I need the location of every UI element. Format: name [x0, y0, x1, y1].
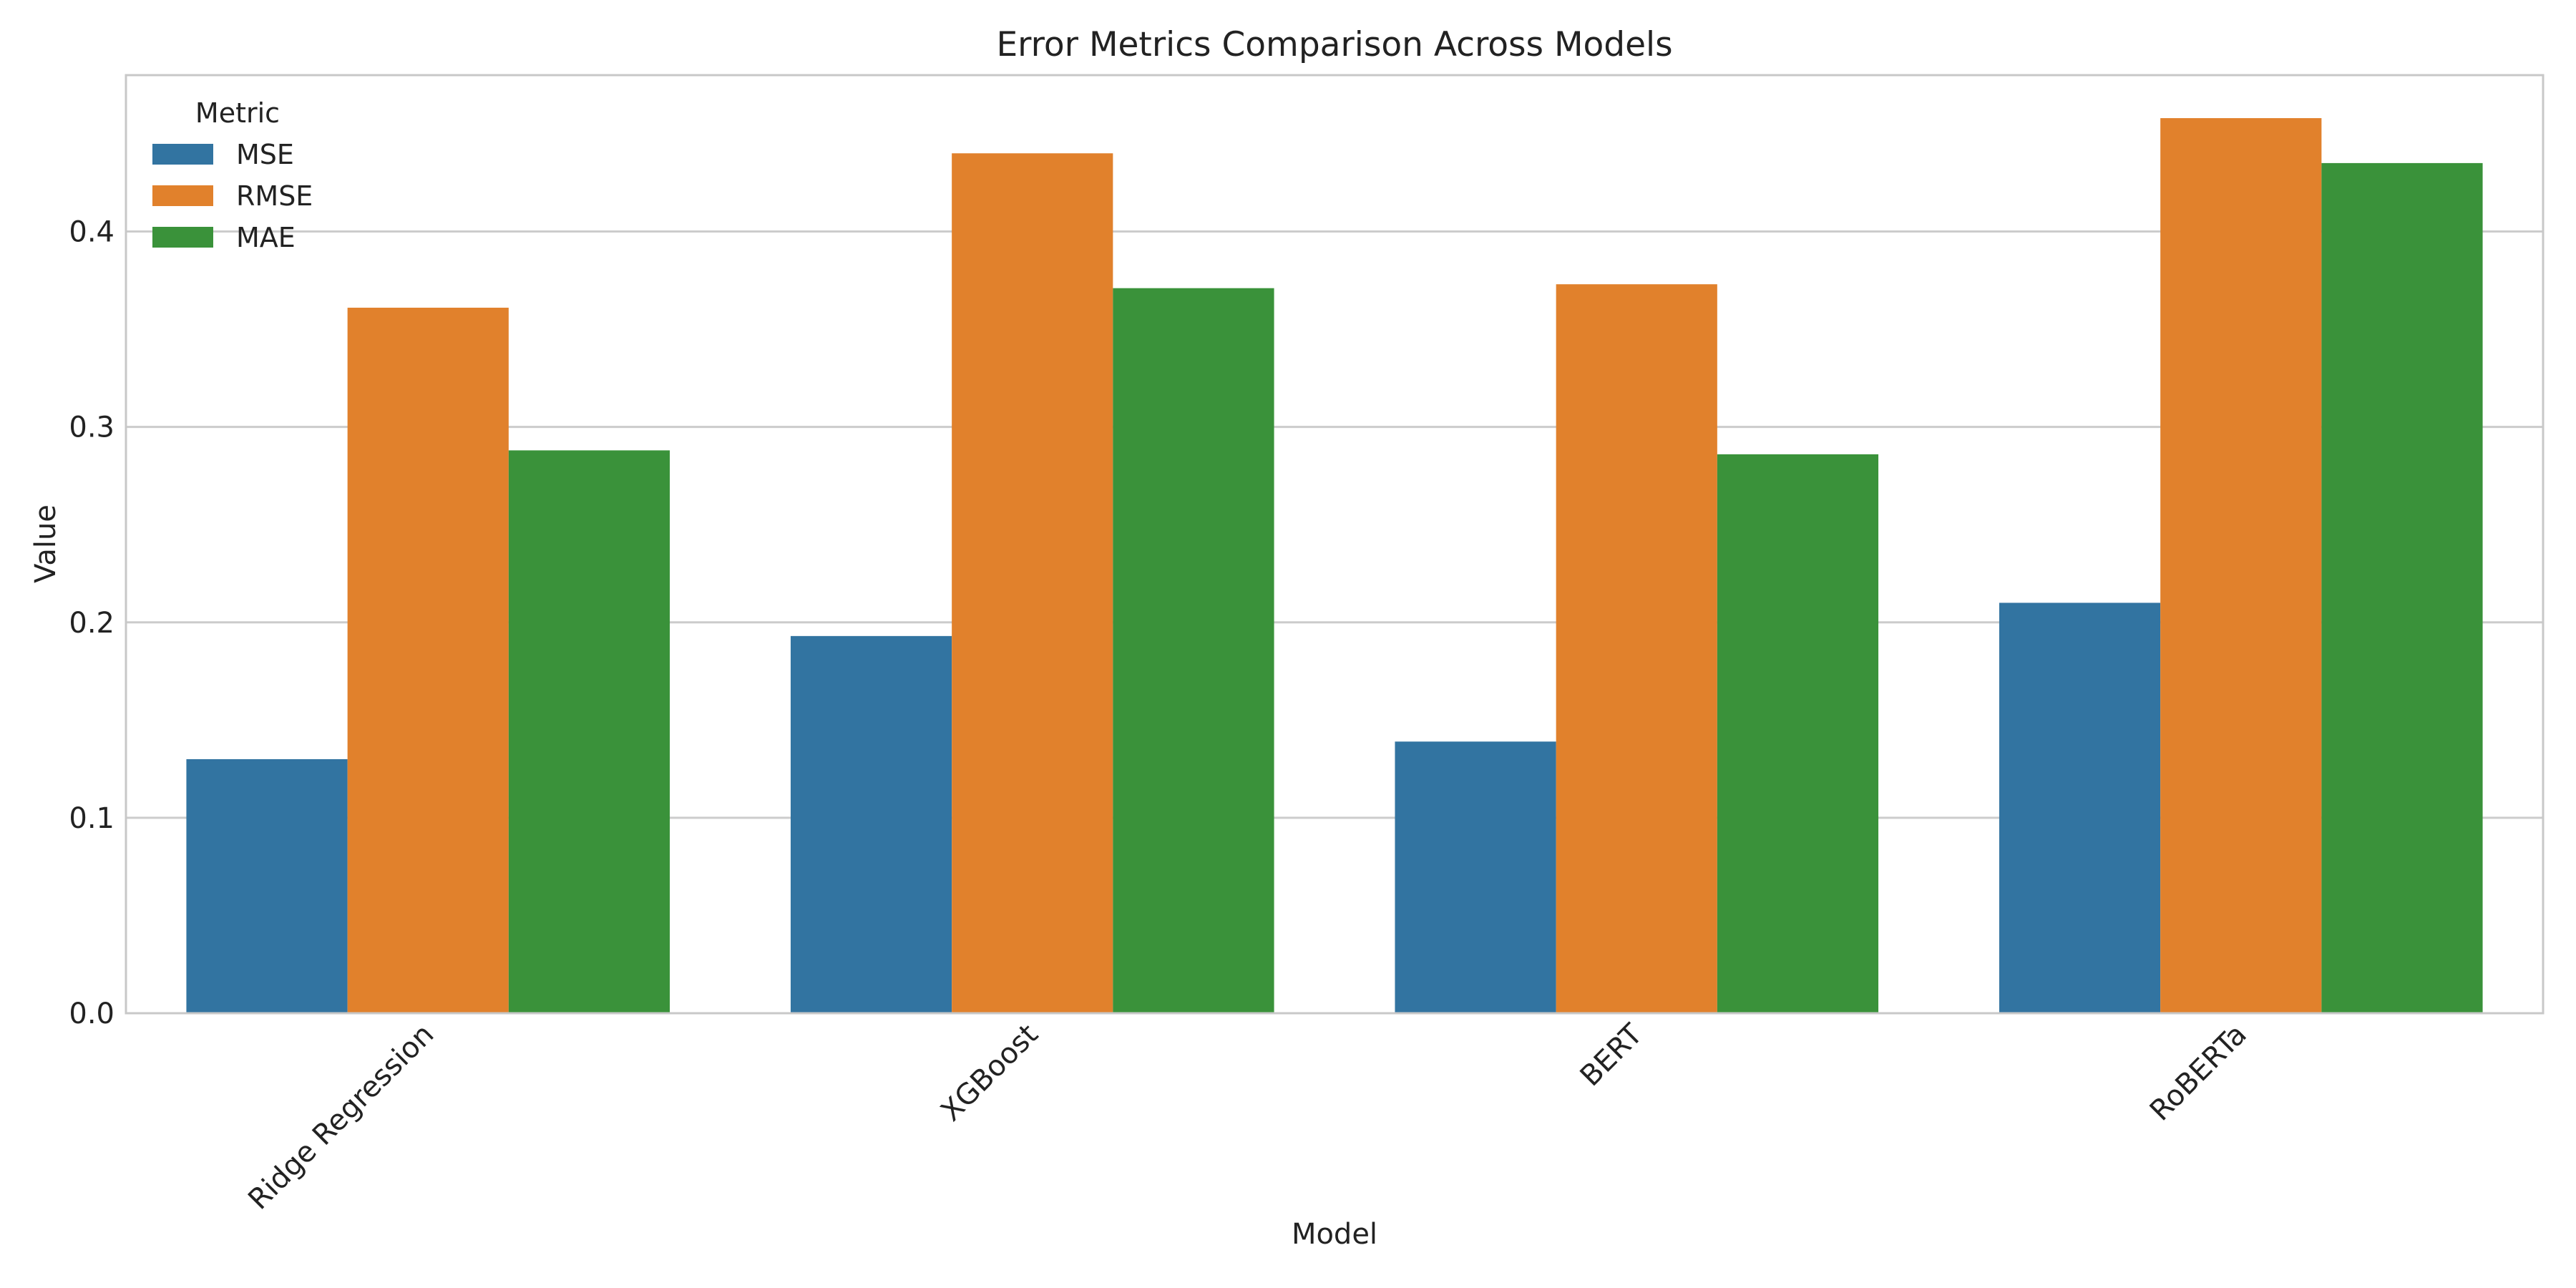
legend-label-mae: MAE — [236, 222, 296, 253]
legend-swatch-mse — [152, 144, 213, 165]
legend-swatch-rmse — [152, 185, 213, 206]
x-axis-label: Model — [1292, 1218, 1377, 1251]
x-tick-label: BERT — [1574, 1018, 1649, 1093]
bar-mae-roberta — [2321, 162, 2483, 1013]
y-axis-label: Value — [29, 504, 62, 583]
legend-swatch-mae — [152, 227, 213, 248]
bar-rmse-xgboost — [952, 153, 1113, 1013]
legend-items: MSE RMSE MAE — [152, 139, 313, 253]
bar-mae-ridge-regression — [508, 450, 670, 1013]
bars — [186, 118, 2483, 1013]
y-tick-labels: 0.0 0.1 0.2 0.3 0.4 — [69, 216, 114, 1031]
bar-rmse-bert — [1556, 284, 1717, 1013]
bar-rmse-roberta — [2160, 118, 2322, 1013]
bar-mse-xgboost — [790, 635, 952, 1013]
x-tick-labels: Ridge Regression XGBoost BERT RoBERTa — [242, 1018, 2253, 1216]
legend-title: Metric — [195, 97, 280, 129]
chart-title: Error Metrics Comparison Across Models — [996, 25, 1672, 64]
x-tick-label: XGBoost — [935, 1018, 1045, 1128]
legend: Metric MSE RMSE MAE — [152, 97, 313, 253]
y-tick-label: 0.4 — [69, 216, 114, 249]
y-tick-label: 0.0 — [69, 997, 114, 1030]
x-tick-label: Ridge Regression — [242, 1018, 440, 1216]
plot-frame — [125, 74, 2545, 1015]
bar-mse-ridge-regression — [186, 758, 348, 1013]
bar-mse-roberta — [1999, 602, 2161, 1013]
bar-mse-bert — [1395, 741, 1556, 1013]
y-tick-label: 0.2 — [69, 607, 114, 640]
bar-mae-bert — [1717, 454, 1879, 1013]
y-tick-label: 0.3 — [69, 411, 114, 444]
x-tick-label: RoBERTa — [2144, 1018, 2253, 1128]
bar-rmse-ridge-regression — [347, 308, 509, 1013]
y-tick-label: 0.1 — [69, 802, 114, 835]
bar-mae-xgboost — [1113, 288, 1274, 1013]
legend-label-mse: MSE — [236, 139, 294, 170]
legend-label-rmse: RMSE — [236, 180, 313, 212]
